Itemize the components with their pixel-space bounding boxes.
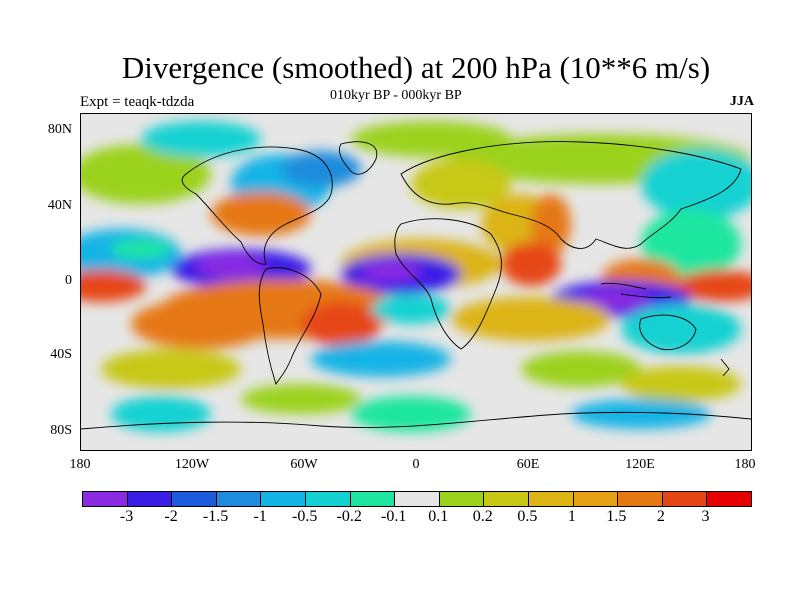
- y-axis-label-80n: 80N: [47, 122, 72, 137]
- y-axis-label-40n: 40N: [47, 198, 72, 213]
- colorbar-label: -2: [164, 508, 178, 525]
- colorbar-swatch: [216, 492, 262, 506]
- north-america-coast: [181, 146, 333, 265]
- colorbar-swatch: [573, 492, 619, 506]
- africa-coast: [394, 218, 502, 350]
- indonesia-coast: [600, 283, 672, 299]
- colorbar-label: 1: [567, 508, 576, 525]
- greenland-coast: [338, 141, 378, 175]
- colorbar-swatch: [528, 492, 574, 506]
- colorbar-label: -0.2: [336, 508, 362, 525]
- colorbar-swatch: [350, 492, 396, 506]
- y-axis-label-80s: 80S: [50, 423, 72, 438]
- colorbar-swatch: [172, 492, 217, 506]
- australia-coast: [639, 314, 697, 351]
- x-axis-label-0: 0: [412, 457, 420, 472]
- colorbar: [82, 491, 752, 507]
- colorbar-label: -0.5: [291, 508, 318, 525]
- x-axis-label-60e: 60E: [516, 457, 540, 472]
- eurasia-coast: [400, 141, 742, 249]
- y-axis-label-0: 0: [65, 273, 72, 288]
- x-axis-label-180w: 180: [69, 457, 91, 472]
- colorbar-swatch: [83, 492, 128, 506]
- colorbar-swatch: [305, 492, 351, 506]
- x-axis-label-120e: 120E: [625, 457, 655, 472]
- colorbar-label: 1.5: [606, 508, 627, 525]
- divergence-map: [80, 113, 752, 451]
- chart-title: Divergence (smoothed) at 200 hPa (10**6 …: [121, 50, 711, 85]
- colorbar-swatch: [662, 492, 708, 506]
- colorbar-swatch: [127, 492, 173, 506]
- coastlines: [81, 141, 751, 430]
- season-label: JJA: [729, 94, 754, 109]
- x-axis-label-180e: 180: [734, 457, 756, 472]
- colorbar-label: -3: [119, 508, 134, 525]
- colorbar-swatch: [484, 492, 529, 506]
- colorbar-label: 0.5: [517, 508, 538, 525]
- x-axis-label-120w: 120W: [174, 457, 210, 472]
- colorbar-swatch: [707, 492, 751, 506]
- chart-subtitle: 010kyr BP - 000kyr BP: [330, 88, 462, 103]
- x-axis-label-60w: 60W: [290, 457, 318, 472]
- antarctica-coast: [81, 411, 751, 430]
- south-america-coast: [258, 267, 322, 386]
- colorbar-label: -1: [253, 508, 267, 525]
- new-zealand-coast: [720, 358, 730, 377]
- colorbar-label: 2: [656, 508, 665, 525]
- colorbar-swatch: [261, 492, 306, 506]
- colorbar-label: -0.1: [381, 508, 407, 525]
- colorbar-label: -1.5: [202, 508, 229, 525]
- colorbar-label: 0.2: [472, 508, 493, 525]
- experiment-label: Expt = teaqk-tdzda: [80, 94, 195, 110]
- map-canvas: [81, 114, 751, 450]
- colorbar-swatch: [618, 492, 663, 506]
- colorbar-swatch: [395, 492, 440, 506]
- colorbar-label: 3: [701, 508, 710, 525]
- y-axis-label-40s: 40S: [50, 347, 72, 362]
- colorbar-label: 0.1: [428, 508, 449, 525]
- colorbar-swatch: [439, 492, 485, 506]
